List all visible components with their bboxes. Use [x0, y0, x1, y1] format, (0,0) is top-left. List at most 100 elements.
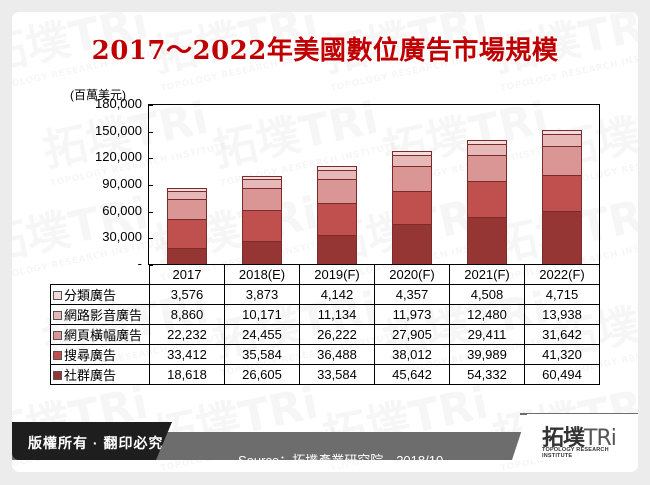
tri-logo: 拓墣TRi	[542, 420, 617, 452]
table-cell: 35,584	[224, 344, 300, 365]
table-cell: 29,411	[449, 324, 525, 345]
legend-label: 網頁橫幅廣告	[50, 324, 150, 345]
legend-swatch-icon	[53, 331, 62, 340]
y-tick-label: 150,000	[95, 122, 142, 138]
footer-black-tab: 版權所有 · 翻印必究	[12, 422, 172, 460]
bar-segment	[316, 165, 357, 170]
bar-segment	[541, 129, 582, 135]
y-axis-unit-label: (百萬美元)	[70, 88, 126, 102]
table-cell: 22,232	[149, 324, 225, 345]
y-tick-label: 60,000	[102, 202, 142, 218]
table-cell: 33,584	[299, 364, 375, 385]
table-row: 網路影音廣告 8,860 10,171 11,134 11,973 12,480 13,93…	[50, 304, 600, 325]
bar-segment	[241, 178, 282, 188]
legend-swatch-icon	[53, 371, 62, 380]
bar-segment	[316, 179, 357, 203]
bar-segment	[541, 211, 582, 265]
table-cell: 4,508	[449, 284, 525, 305]
table-row: 社群廣告 18,618 26,605 33,584 45,642 54,332 60,494	[50, 364, 600, 385]
table-cell: 3,576	[149, 284, 225, 305]
y-tick-label: -	[137, 256, 142, 271]
stacked-bar-2017	[166, 187, 207, 265]
table-header-cell: 2022(F)	[524, 264, 600, 285]
data-table: 2017 2018(E) 2019(F) 2020(F) 2021(F) 2022(F) 分…	[50, 264, 600, 385]
bar-segment	[391, 155, 432, 166]
table-cell: 4,357	[374, 284, 450, 305]
legend-label: 分類廣告	[50, 284, 150, 305]
chart-title: 2017～2022年美國數位廣告市場規模	[91, 36, 559, 66]
logo-main-text: 拓墣	[542, 425, 585, 450]
y-tick-label: 180,000	[95, 96, 142, 111]
bar-segment	[316, 235, 357, 265]
source-text: Source：拓墣產業研究院，2018/10	[238, 453, 444, 468]
table-cell: 33,412	[149, 344, 225, 365]
table-cell: 45,642	[374, 364, 450, 385]
table-header-cell: 2017	[149, 264, 225, 285]
table-corner	[50, 264, 150, 285]
stacked-bar-2020(F)	[391, 151, 432, 265]
bar-segment	[166, 218, 207, 249]
bar-segment	[241, 241, 282, 265]
bar-segment	[316, 202, 357, 236]
bar-segment	[316, 169, 357, 180]
bar-segment	[391, 151, 432, 156]
y-tick-mark	[149, 185, 153, 186]
bar-segment	[241, 175, 282, 179]
bar-segment	[541, 146, 582, 175]
legend-label: 網路影音廣告	[50, 304, 150, 325]
legend-label: 社群廣告	[50, 364, 150, 385]
bar-segment	[541, 174, 582, 212]
y-tick-label: 90,000	[102, 176, 142, 191]
table-cell: 60,494	[524, 364, 600, 385]
table-cell: 18,618	[149, 364, 225, 385]
table-cell: 26,222	[299, 324, 375, 345]
y-tick-mark	[149, 158, 153, 160]
y-tick-mark	[149, 211, 153, 213]
y-tick-label: 30,000	[102, 229, 142, 245]
legend-label: 搜尋廣告	[50, 344, 150, 365]
table-cell: 54,332	[449, 364, 525, 385]
table-cell: 26,605	[224, 364, 300, 385]
stacked-bar-2019(F)	[316, 165, 357, 265]
bar-segment	[466, 143, 507, 156]
copyright-text: 版權所有 · 翻印必究	[28, 435, 164, 451]
logo-subtitle: TOPOLOGY RESEARCH INSTITUTE	[542, 447, 609, 459]
bar-segment	[166, 199, 207, 219]
table-header-cell: 2019(F)	[299, 264, 375, 285]
table-cell: 13,938	[524, 304, 600, 325]
table-cell: 41,320	[524, 344, 600, 365]
bar-segment	[241, 188, 282, 210]
table-header-cell: 2021(F)	[449, 264, 525, 285]
table-cell: 38,012	[374, 344, 450, 365]
plot-area	[148, 104, 600, 266]
table-cell: 4,142	[299, 284, 375, 305]
table-header-cell: 2018(E)	[224, 264, 300, 285]
legend-swatch-icon	[53, 291, 62, 300]
table-cell: 3,873	[224, 284, 300, 305]
y-tick-mark	[149, 105, 153, 106]
bar-segment	[241, 209, 282, 242]
y-tick-mark	[149, 131, 153, 133]
stacked-bar-2022(F)	[541, 129, 582, 265]
bar-segment	[391, 190, 432, 225]
bar-segment	[466, 216, 507, 265]
bar-segment	[541, 134, 582, 147]
table-header-row: 2017 2018(E) 2019(F) 2020(F) 2021(F) 2022(F)	[50, 264, 600, 285]
bar-segment	[466, 155, 507, 182]
bar-segment	[166, 248, 207, 265]
table-header-cell: 2020(F)	[374, 264, 450, 285]
table-row: 網頁橫幅廣告 22,232 24,455 26,222 27,905 29,411 31,6…	[50, 324, 600, 345]
table-cell: 4,715	[524, 284, 600, 305]
table-row: 分類廣告 3,576 3,873 4,142 4,357 4,508 4,715	[50, 284, 600, 305]
bar-segment	[391, 224, 432, 265]
table-cell: 11,134	[299, 304, 375, 325]
table-row: 搜尋廣告 33,412 35,584 36,488 38,012 39,989 41,320	[50, 344, 600, 365]
table-cell: 24,455	[224, 324, 300, 345]
bar-segment	[466, 139, 507, 144]
table-cell: 31,642	[524, 324, 600, 345]
table-cell: 12,480	[449, 304, 525, 325]
table-cell: 11,973	[374, 304, 450, 325]
logo-tri-text: TRi	[584, 426, 617, 451]
stacked-bar-2018(E)	[241, 175, 282, 265]
